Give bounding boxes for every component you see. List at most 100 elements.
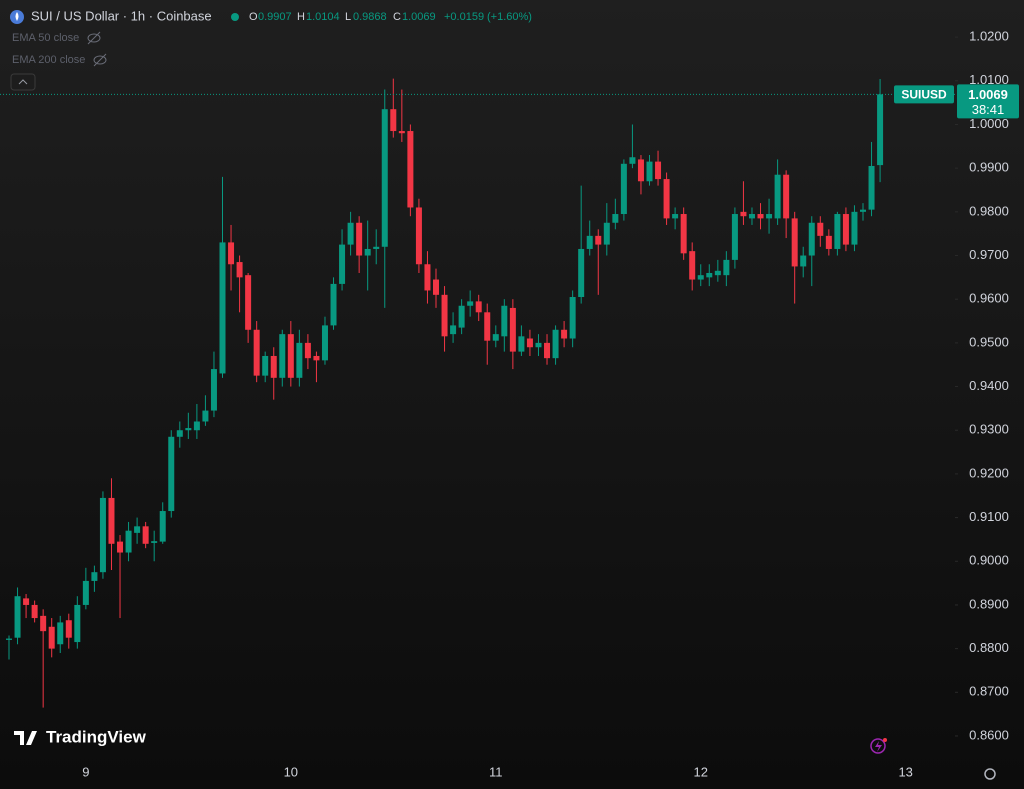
candle-body [236,262,243,278]
ticker-tag-label: SUIUSD [901,88,947,102]
candle-body [65,620,72,638]
candle-body [108,497,115,544]
candle-body [99,497,106,573]
candle-body [834,214,841,249]
candle-body [134,526,141,533]
candle-body [868,165,875,210]
candle-body [356,222,363,256]
candle-body [176,430,183,437]
candle-body [748,214,755,219]
candle-body [731,214,738,260]
indicator-label[interactable]: EMA 200 close [12,54,85,66]
y-tick-label: 0.9600 [969,291,1009,306]
candle-body [578,248,585,298]
candle-body [646,161,653,182]
candle-body [296,342,303,378]
ohlc-label: H [297,11,305,23]
y-tick-label: 0.9400 [969,378,1009,393]
y-tick-label: 0.8800 [969,640,1009,655]
candle-body [287,334,294,378]
x-tick-label: 9 [82,764,89,779]
candle-body [518,336,525,352]
y-tick-label: 1.0200 [969,29,1009,44]
ohlc-label: O [249,11,258,23]
symbol-icon-glyph [15,12,19,21]
candle-body [168,436,175,512]
ohlc-value: 0.9868 [353,11,387,23]
candle-body [40,615,47,632]
candle-body [151,541,158,543]
candle-body [433,279,439,295]
y-tick-label: 0.9700 [969,247,1009,262]
candle-body [330,283,337,326]
candle-body [202,410,209,422]
candle-body [125,530,132,553]
candle-body [185,428,192,431]
x-tick-label: 10 [284,764,298,779]
alert-bolt [875,741,882,752]
hide-icon[interactable] [87,31,101,45]
x-tick-label: 11 [489,764,503,779]
candle-body [159,511,166,542]
candle-body [783,174,790,219]
candle-body [228,242,235,265]
candle-body [680,214,687,254]
candle-body [193,421,200,431]
collapse-button[interactable] [10,73,36,91]
brand-name: TradingView [46,727,147,746]
y-tick-label: 1.0100 [969,72,1009,87]
alert-icon[interactable] [870,738,886,754]
candle-body [663,179,670,219]
y-tick-label: 0.9800 [969,203,1009,218]
candle-body [339,244,346,284]
y-tick-label: 0.9300 [969,422,1009,437]
candle-body [544,342,551,359]
candle-body [697,275,704,280]
ohlc-label: C [393,11,401,23]
ticker-tag [894,85,954,104]
candle-body [586,235,593,249]
candle-body [706,272,713,278]
candle-body [501,305,508,337]
y-tick-label: 0.8600 [969,727,1009,742]
candle-body [791,218,798,267]
y-tick-label: 0.9100 [969,509,1009,524]
hide-icon[interactable] [93,53,107,67]
settings-icon[interactable] [984,768,996,780]
candle-body [31,604,38,619]
candle-body [279,334,286,378]
candle-body [450,325,457,335]
candle-body [57,622,64,645]
brand-logo [14,731,37,745]
candle-body [561,329,568,339]
candle-body [321,325,328,361]
candle-body [467,301,474,306]
change: +0.0159 [444,11,484,23]
candle-body [424,264,431,291]
candle-body [509,307,516,352]
candle-body [740,211,747,217]
candle-body [492,334,499,341]
ohlc-label: L [345,11,351,23]
candle-body [347,222,354,245]
indicator-label[interactable]: EMA 50 close [12,32,79,44]
candle-body [637,159,644,182]
candle-body [766,214,773,219]
candle-body [552,329,559,359]
candle-body [381,109,388,247]
x-tick-label: 13 [898,764,912,779]
candle-body [877,94,884,166]
candle-body [390,109,397,132]
candle-body [6,638,12,640]
candle-body [655,161,662,180]
candle-body [23,598,30,605]
candle-body [117,541,124,553]
y-tick-label: 0.9000 [969,553,1009,568]
ohlc-value: 0.9907 [258,11,292,23]
candle-body [603,222,610,245]
market-status [231,13,239,21]
candle-body [595,235,602,245]
candle-body [526,338,533,348]
symbol-title[interactable]: SUI / US Dollar · 1h · Coinbase [31,8,212,23]
